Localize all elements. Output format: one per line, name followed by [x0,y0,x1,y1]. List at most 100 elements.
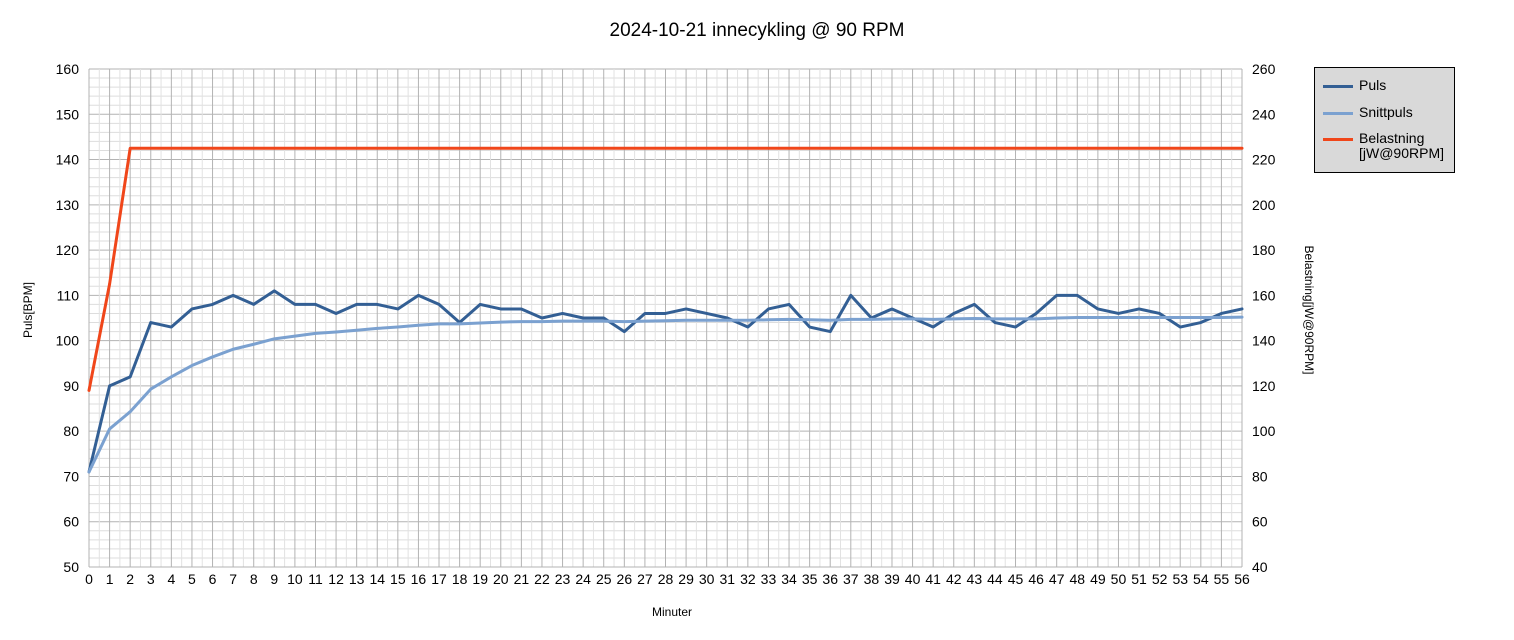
data-point [1117,312,1119,314]
x-tick-label: 16 [411,571,427,587]
data-point [788,147,790,149]
data-point [644,312,646,314]
data-point [1220,147,1222,149]
data-point [170,326,172,328]
x-tick-label: 0 [85,571,93,587]
data-point [788,318,790,320]
data-point [932,147,934,149]
data-point [685,319,687,321]
data-point [747,326,749,328]
data-point [479,322,481,324]
x-tick-label: 22 [534,571,550,587]
data-point [973,147,975,149]
x-tick-label: 37 [843,571,859,587]
x-tick-label: 9 [270,571,278,587]
data-point [973,317,975,319]
data-point [397,326,399,328]
data-point [1200,316,1202,318]
data-point [1097,147,1099,149]
data-point [520,320,522,322]
data-point [232,348,234,350]
y-tick-right-label: 120 [1252,378,1276,394]
data-point [1097,316,1099,318]
x-tick-label: 40 [905,571,921,587]
data-point [1076,316,1078,318]
data-point [911,147,913,149]
data-point [129,376,131,378]
data-point [335,331,337,333]
y-tick-left-label: 110 [57,287,80,303]
x-tick-label: 42 [946,571,962,587]
y-tick-left-label: 150 [56,106,80,122]
data-point [170,147,172,149]
data-point [850,318,852,320]
data-point [767,147,769,149]
x-tick-label: 18 [452,571,468,587]
y-tick-left-label: 130 [56,197,80,213]
data-point [129,147,131,149]
data-point [314,147,316,149]
data-point [1138,308,1140,310]
data-point [108,385,110,387]
x-tick-label: 27 [637,571,653,587]
data-point [664,320,666,322]
x-tick-label: 52 [1152,571,1168,587]
data-point [253,303,255,305]
data-point [458,323,460,325]
data-point [1200,321,1202,323]
data-point [603,317,605,319]
x-tick-label: 53 [1172,571,1188,587]
data-point [150,321,152,323]
data-point [170,376,172,378]
data-point [747,319,749,321]
x-tick-label: 32 [740,571,756,587]
data-point [1241,308,1243,310]
data-point [685,308,687,310]
data-point [623,330,625,332]
data-point [685,147,687,149]
data-point [808,147,810,149]
data-point [808,319,810,321]
data-point [541,317,543,319]
x-tick-label: 48 [1069,571,1085,587]
x-tick-label: 10 [287,571,303,587]
x-tick-label: 3 [147,571,155,587]
data-point [603,320,605,322]
data-point [273,290,275,292]
x-tick-label: 6 [209,571,217,587]
data-point [1138,147,1140,149]
x-tick-label: 11 [308,571,323,587]
x-tick-label: 23 [555,571,571,587]
data-point [664,147,666,149]
data-point [1076,147,1078,149]
x-axis-label: Minuter [651,605,693,619]
data-point [705,319,707,321]
data-point [561,320,563,322]
data-point [582,320,584,322]
x-tick-label: 5 [188,571,196,587]
series-line-belastning [87,146,1244,392]
series-line-snittpuls [87,315,1244,474]
data-point [726,147,728,149]
x-tick-label: 1 [106,571,114,587]
y-tick-right-label: 80 [1252,468,1268,484]
data-point [1138,316,1140,318]
data-point [397,147,399,149]
x-tick-label: 31 [719,571,735,587]
x-tick-label: 21 [514,571,530,587]
legend-label-snittpuls: Snittpuls [1359,104,1413,120]
data-point [417,294,419,296]
data-point [500,147,502,149]
x-tick-label: 36 [822,571,838,587]
data-point [829,147,831,149]
data-point [211,147,213,149]
data-point [355,329,357,331]
data-point [355,303,357,305]
data-point [870,147,872,149]
data-point [953,318,955,320]
data-point [1014,147,1016,149]
data-point [1117,147,1119,149]
data-point [767,319,769,321]
data-point [829,330,831,332]
data-point [211,356,213,358]
